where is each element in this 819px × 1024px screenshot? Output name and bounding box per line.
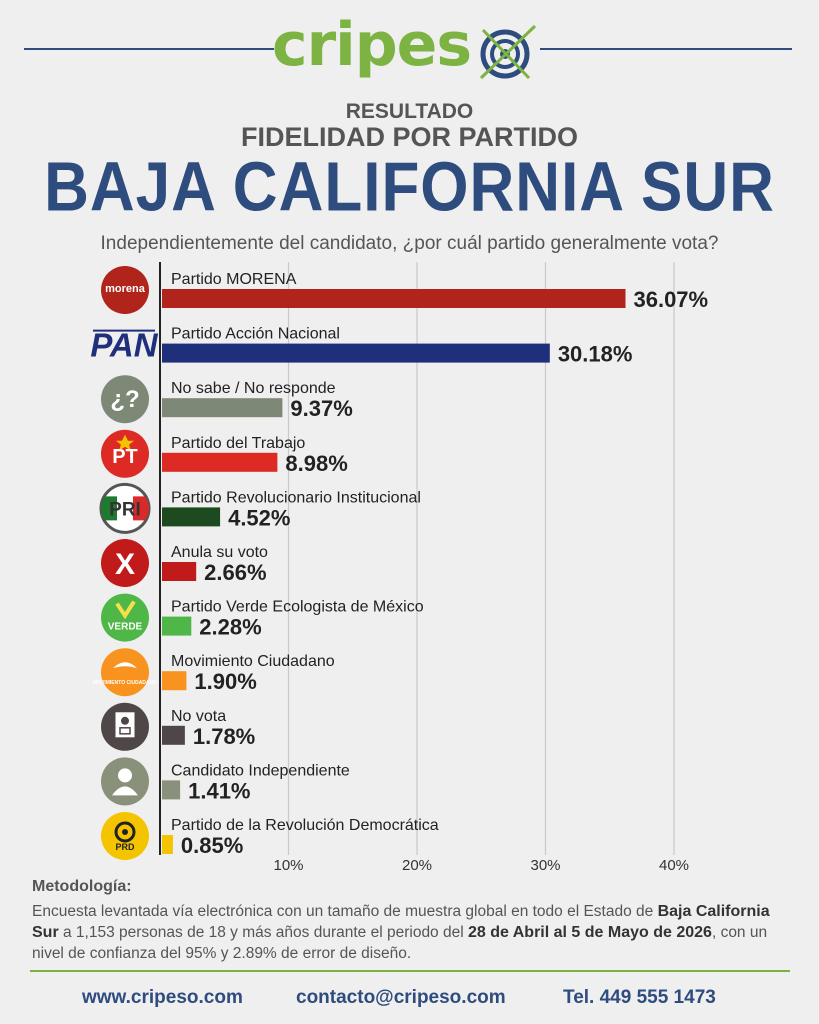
value-label: 4.52% [228,505,290,530]
value-label: 2.66% [204,560,266,585]
svg-text:morena: morena [105,283,146,295]
svg-text:¿?: ¿? [110,386,139,413]
value-label: 36.07% [633,287,708,312]
svg-text:PRI: PRI [109,499,141,520]
morena-logo-icon: morena [101,266,149,314]
bar [162,725,185,745]
x-tick-label: 20% [402,857,432,874]
footer-website-link[interactable]: www.cripeso.com [82,987,243,1008]
person-logo-icon [101,757,149,806]
bar-chart: 10% 20% 30% 40% Partido MORENA 36.07% morena Pa… [90,262,708,874]
brand-text-a: cripes [272,10,472,80]
footer-rule [30,970,790,972]
prd-logo-icon: PRD [101,812,149,860]
category-label: Movimiento Ciudadano [171,653,335,670]
category-label: Anula su voto [171,544,268,561]
verde-logo-icon: VERDE [101,593,149,642]
category-label: Candidato Independiente [171,762,350,779]
value-label: 1.41% [188,778,250,803]
survey-question: Independientemente del candidato, ¿por c… [100,233,719,254]
header-rule-right [540,48,792,50]
methodology-period: 28 de Abril al 5 de Mayo de 2026 [467,924,712,941]
bar [162,398,283,418]
mc-logo-icon: MOVIMIENTO CIUDADANO [93,648,157,697]
value-label: 1.90% [194,669,256,694]
methodology-state: Baja California Sur [32,903,770,941]
footer-email-link[interactable]: contacto@cripeso.com [296,987,506,1008]
bar [162,289,626,308]
bar [162,343,550,363]
pan-logo-icon: PAN [90,322,159,367]
value-label: 0.85% [181,833,243,858]
question-logo-icon: ¿? [101,375,149,424]
svg-text:MOVIMIENTO CIUDADANO: MOVIMIENTO CIUDADANO [93,680,157,686]
bar [162,562,197,581]
svg-text:X: X [115,548,135,581]
bar [162,671,187,691]
svg-text:VERDE: VERDE [108,622,143,633]
bar [162,780,181,800]
value-label: 8.98% [285,451,347,476]
methodology-title: Metodología: [32,878,132,895]
x-tick-label: 10% [273,857,303,874]
methodology-part-3: , con un nivel de confianza del 95% y 2.… [32,924,768,962]
methodology-part-2: a 1,153 personas de 18 y más años durant… [58,924,468,941]
value-label: 9.37% [290,396,352,421]
category-label: Partido Acción Nacional [171,326,340,343]
bar [162,616,192,636]
pri-logo-icon: PRI [99,482,151,534]
methodology-part-1: Encuesta levantada vía electrónica con u… [32,903,658,920]
category-label: Partido Revolucionario Institucional [171,489,421,506]
bar [162,452,278,472]
x-tick-label: 40% [659,857,689,874]
bar [162,835,173,854]
bar [162,507,221,527]
category-label: Partido Verde Ecologista de México [171,599,424,616]
result-heading: RESULTADO [345,100,474,123]
category-label: Partido del Trabajo [171,435,305,452]
value-label: 1.78% [193,724,255,749]
chart-subtitle: FIDELIDAD POR PARTIDO [241,122,578,152]
ballot-logo-icon [101,702,149,751]
value-label: 2.28% [199,615,261,640]
category-label: Partido MORENA [171,271,297,288]
header-rule-left [24,48,274,50]
brand-logo: cripeso [272,10,542,82]
category-label: No sabe / No responde [171,380,336,397]
svg-text:PT: PT [112,446,138,468]
svg-text:PAN: PAN [90,327,158,364]
target-icon [479,24,537,80]
svg-text:PRD: PRD [115,842,135,852]
value-label: 30.18% [558,342,633,367]
footer-phone: Tel. 449 555 1473 [563,987,716,1008]
methodology-text: Encuesta levantada vía electrónica con u… [32,901,792,964]
category-label: No vota [171,708,226,725]
category-label: Partido de la Revolución Democrática [171,817,439,834]
methodology-block: Metodología: Encuesta levantada vía elec… [32,876,792,964]
annul-logo-icon: X [101,539,149,587]
x-tick-label: 30% [530,857,560,874]
state-title: BAJA CALIFORNIA SUR [44,148,775,227]
pt-logo-icon: PT [101,429,149,478]
